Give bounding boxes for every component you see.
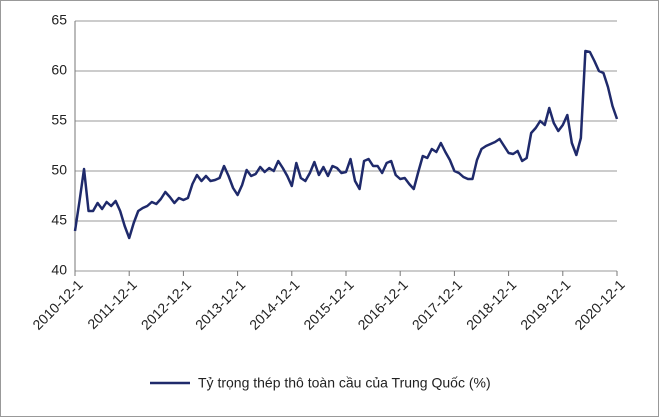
y-tick-label: 40 xyxy=(51,262,67,278)
series-line xyxy=(73,49,619,240)
y-tick-label: 45 xyxy=(51,212,67,228)
legend-label: Tỷ trọng thép thô toàn cầu của Trung Quố… xyxy=(198,375,491,391)
y-tick-label: 65 xyxy=(51,12,67,28)
y-tick-label: 60 xyxy=(51,62,67,78)
y-tick-label: 55 xyxy=(51,112,67,128)
y-tick-label: 50 xyxy=(51,162,67,178)
